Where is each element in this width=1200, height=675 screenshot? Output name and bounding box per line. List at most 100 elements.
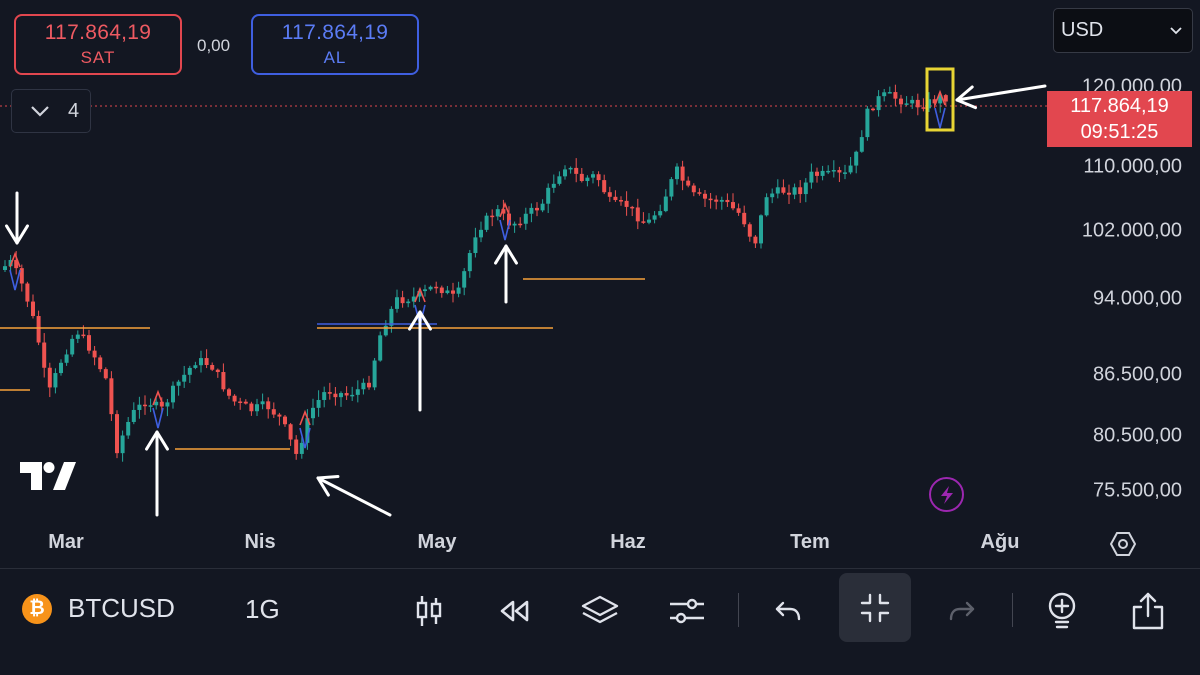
candle-body	[109, 378, 114, 415]
candle-body	[70, 338, 75, 355]
currency-value: USD	[1061, 19, 1104, 41]
candle-body	[568, 167, 573, 170]
candle-body	[42, 342, 47, 368]
candle-body	[344, 393, 349, 396]
lightning-icon[interactable]	[929, 477, 964, 512]
layers-icon[interactable]	[578, 589, 622, 633]
buy-price: 117.864,19	[281, 21, 389, 44]
share-icon[interactable]	[1126, 589, 1170, 633]
pattern-top-marker	[414, 286, 426, 303]
candle-body	[187, 367, 192, 375]
candle-body	[417, 291, 422, 297]
candle-body	[355, 389, 360, 395]
collapse-fullscreen-button[interactable]	[839, 573, 911, 642]
candle-body	[193, 365, 198, 368]
candle-body	[837, 170, 842, 173]
settings-icon[interactable]	[1110, 531, 1136, 557]
candle-body	[456, 287, 461, 294]
currency-select[interactable]: USD	[1053, 8, 1193, 53]
candle-body	[484, 215, 489, 230]
candle-body	[820, 170, 825, 176]
candle-body	[512, 223, 517, 226]
minimize-icon	[860, 593, 890, 622]
candle-body	[658, 211, 663, 216]
candle-body	[378, 335, 383, 361]
interval-selector[interactable]: 1G	[245, 594, 280, 624]
candle-body	[635, 207, 640, 222]
tradingview-logo	[20, 462, 76, 490]
time-axis-label: Ağu	[980, 531, 1020, 553]
replay-icon[interactable]	[492, 589, 536, 633]
candle-body	[25, 283, 30, 302]
candle-body	[383, 325, 388, 336]
candle-body	[904, 103, 909, 105]
candle-body	[596, 174, 601, 181]
symbol-selector[interactable]: ₿ BTCUSD	[22, 593, 175, 624]
price-axis-label: 80.500,00	[1093, 424, 1182, 447]
candlestick-chart[interactable]	[0, 0, 1200, 568]
candle-body	[120, 435, 125, 454]
candle-body	[753, 236, 758, 244]
candle-body	[686, 180, 691, 186]
candle-body	[221, 372, 226, 390]
last-price-tag: 117.864,19 09:51:25	[1047, 91, 1192, 147]
candle-body	[333, 393, 338, 398]
candle-body	[630, 206, 635, 209]
candle-body	[613, 196, 618, 201]
candle-body	[764, 197, 769, 216]
price-axis-label: 94.000,00	[1093, 287, 1182, 310]
bar-countdown: 09:51:25	[1080, 121, 1159, 143]
time-axis-label: May	[417, 531, 457, 553]
candle-body	[367, 382, 371, 388]
candle-body	[126, 421, 131, 436]
candle-body	[479, 229, 483, 238]
candle-body	[3, 266, 7, 270]
candles-icon[interactable]	[407, 589, 451, 633]
candle-body	[809, 171, 814, 183]
candle-body	[249, 403, 254, 412]
sell-button[interactable]: 117.864,19 SAT	[14, 14, 182, 75]
candle-body	[260, 401, 265, 405]
candle-body	[921, 107, 926, 109]
candle-body	[361, 382, 366, 390]
candle-body	[803, 182, 808, 195]
candle-body	[781, 187, 786, 193]
candle-body	[159, 401, 164, 407]
candle-body	[529, 207, 534, 214]
symbol-name: BTCUSD	[68, 593, 175, 623]
add-idea-icon[interactable]	[1040, 589, 1084, 633]
pattern-bottom-marker	[934, 107, 946, 129]
candle-body	[227, 389, 231, 396]
candle-body	[395, 297, 399, 309]
candle-body	[31, 301, 35, 317]
candle-body	[815, 171, 819, 176]
candle-body	[271, 409, 276, 415]
candle-body	[725, 199, 730, 203]
candle-body	[75, 334, 80, 339]
candle-body	[691, 185, 696, 193]
bottom-toolbar: ₿ BTCUSD 1G	[0, 568, 1200, 675]
time-axis-label: Tem	[790, 531, 830, 553]
candle-body	[277, 414, 282, 417]
candle-body	[770, 193, 775, 198]
candle-body	[731, 202, 735, 209]
candle-body	[579, 173, 584, 182]
buy-button[interactable]: 117.864,19 AL	[251, 14, 419, 75]
candle-body	[64, 354, 69, 363]
candle-body	[372, 360, 377, 388]
candle-body	[339, 393, 343, 398]
candle-body	[143, 404, 147, 407]
candle-body	[915, 99, 920, 108]
indicators-toggle[interactable]: 4	[11, 89, 91, 133]
candle-body	[871, 108, 875, 111]
candle-body	[602, 180, 607, 193]
candle-body	[137, 404, 142, 410]
candle-body	[708, 198, 713, 201]
candle-body	[154, 401, 159, 406]
candle-body	[171, 385, 175, 403]
candle-body	[434, 286, 439, 289]
redo-icon[interactable]	[940, 589, 984, 633]
price-axis-label: 75.500,00	[1093, 479, 1182, 502]
adjustments-icon[interactable]	[665, 589, 709, 633]
undo-icon[interactable]	[766, 589, 810, 633]
